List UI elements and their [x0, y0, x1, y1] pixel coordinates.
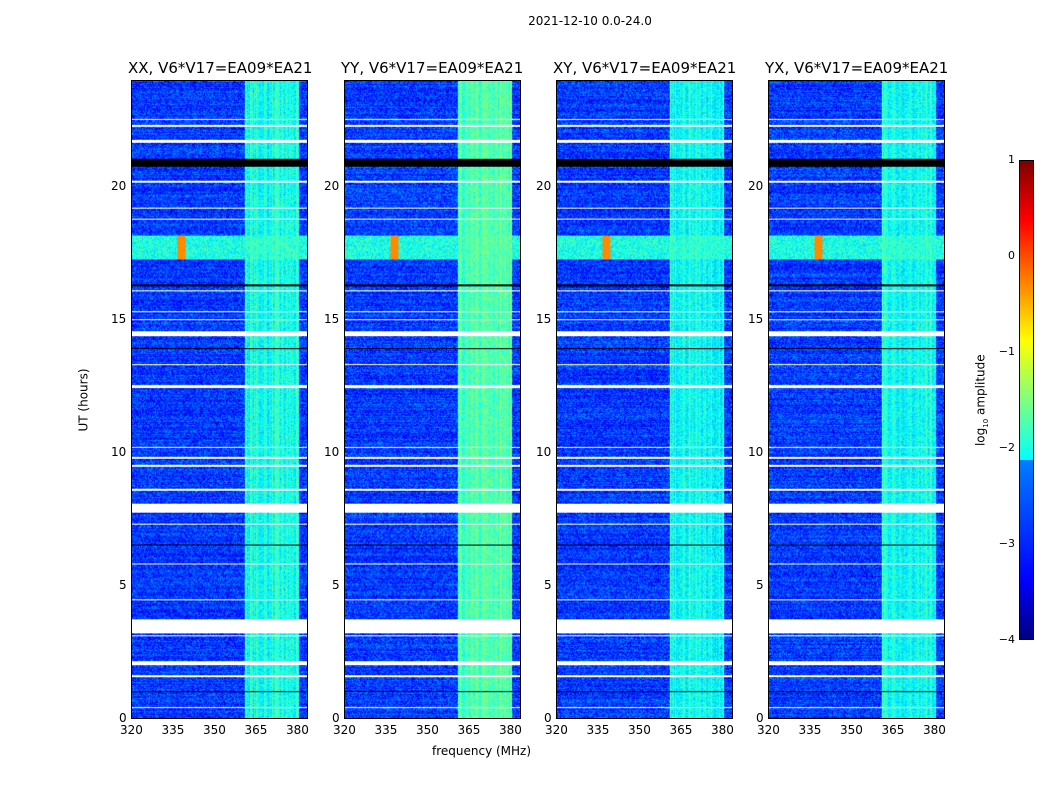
y-tick-label: 0: [332, 711, 340, 725]
waterfall-panel-yy: [344, 80, 521, 719]
colorbar-tick-label: −1: [998, 345, 1015, 358]
x-tick-label: 380: [922, 723, 946, 737]
x-tick-label: 320: [120, 723, 143, 737]
x-tick-label: 365: [244, 723, 268, 737]
y-tick-label: 10: [536, 444, 552, 459]
y-tick-label: 5: [756, 577, 764, 592]
x-tick-label: 350: [415, 723, 439, 737]
heatmap-image: [132, 81, 307, 718]
colorbar-tick-label: −4: [998, 633, 1015, 646]
x-axis-label: frequency (MHz): [432, 744, 532, 758]
y-tick-label: 10: [111, 444, 127, 459]
colorbar: [1019, 160, 1034, 640]
x-tick-label: 350: [627, 723, 651, 737]
y-tick-label: 5: [332, 577, 340, 592]
y-tick-label: 10: [324, 444, 340, 459]
heatmap-image: [557, 81, 732, 718]
x-tick-label: 335: [798, 723, 822, 737]
x-tick-label: 335: [374, 723, 398, 737]
x-tick-label: 380: [498, 723, 522, 737]
y-tick-label: 5: [119, 577, 127, 592]
colorbar-tick-label: −3: [998, 537, 1015, 550]
panel-title: XY, V6*V17=EA09*EA21: [553, 59, 737, 77]
y-tick-label: 15: [111, 311, 127, 326]
colorbar-label-log: log: [973, 427, 988, 447]
colorbar-tick-label: −2: [998, 441, 1015, 454]
y-tick-label: 15: [536, 311, 552, 326]
y-tick-label: 15: [324, 311, 340, 326]
panel-title: XX, V6*V17=EA09*EA21: [128, 59, 313, 77]
y-tick-label: 0: [544, 711, 552, 725]
colorbar-tick-label: 0: [1008, 249, 1015, 262]
x-tick-label: 320: [545, 723, 568, 737]
x-tick-label: 380: [710, 723, 734, 737]
y-tick-label: 5: [544, 577, 552, 592]
x-tick-label: 335: [161, 723, 185, 737]
x-tick-label: 380: [285, 723, 309, 737]
x-tick-label: 320: [333, 723, 356, 737]
x-tick-label: 365: [669, 723, 693, 737]
y-tick-label: 20: [324, 178, 340, 193]
y-tick-label: 15: [748, 311, 764, 326]
y-tick-label: 20: [536, 178, 552, 193]
heatmap-image: [769, 81, 944, 718]
y-tick-label: 20: [748, 178, 764, 193]
panel-title: YY, V6*V17=EA09*EA21: [341, 59, 524, 77]
y-tick-label: 0: [756, 711, 764, 725]
panel-title: YX, V6*V17=EA09*EA21: [765, 59, 949, 77]
waterfall-panel-xx: [131, 80, 308, 719]
colorbar-label-sub: 10: [982, 418, 991, 428]
x-tick-label: 350: [202, 723, 226, 737]
x-tick-label: 365: [881, 723, 905, 737]
y-axis-label: UT (hours): [76, 368, 91, 432]
x-tick-label: 320: [757, 723, 780, 737]
y-tick-label: 0: [119, 711, 127, 725]
waterfall-panel-yx: [768, 80, 945, 719]
colorbar-label: log10 amplitude: [974, 354, 990, 446]
heatmap-image: [345, 81, 520, 718]
x-tick-label: 335: [586, 723, 610, 737]
waterfall-panel-xy: [556, 80, 733, 719]
colorbar-tick-label: 1: [1008, 153, 1015, 166]
figure-suptitle: 2021-12-10 0.0-24.0: [528, 14, 652, 28]
y-tick-label: 10: [748, 444, 764, 459]
x-tick-label: 350: [839, 723, 863, 737]
colorbar-label-tail: amplitude: [973, 354, 988, 419]
x-tick-label: 365: [457, 723, 481, 737]
y-tick-label: 20: [111, 178, 127, 193]
